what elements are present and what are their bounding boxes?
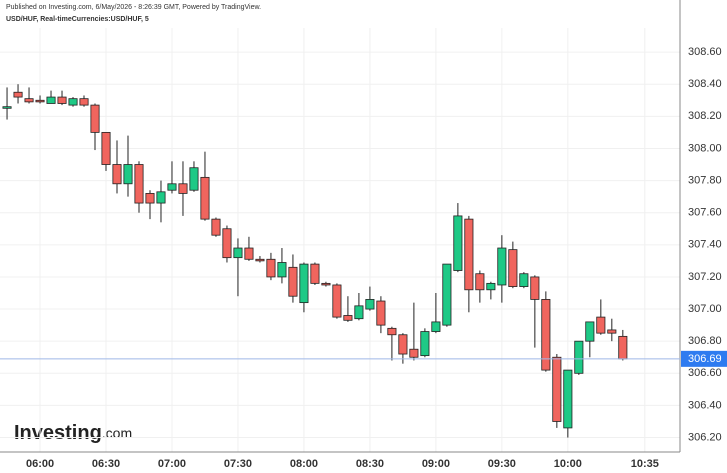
candle-body (123, 164, 133, 185)
candle-body (112, 164, 122, 185)
y-tick-label: 306.20 (688, 431, 722, 443)
candle-body (607, 329, 617, 334)
candle-body (13, 91, 23, 98)
x-tick-label: 06:00 (26, 458, 54, 470)
candle-body (519, 273, 529, 287)
candle-body (574, 340, 584, 374)
candle-body (343, 315, 353, 321)
candle-body (310, 263, 320, 284)
y-tick-label: 306.80 (688, 335, 722, 347)
candle-body (233, 247, 243, 259)
y-tick-label: 308.60 (688, 46, 722, 58)
y-tick-label: 306.40 (688, 399, 722, 411)
x-tick-label: 09:30 (488, 458, 516, 470)
x-tick-label: 10:35 (631, 458, 659, 470)
candle-body (90, 104, 100, 133)
candle-body (585, 321, 595, 342)
candle-body (35, 99, 45, 103)
candle-body (167, 183, 177, 191)
candle-body (134, 164, 144, 204)
candle-body (178, 183, 188, 194)
candle-body (354, 305, 364, 320)
candle-body (442, 263, 452, 326)
logo-main: Investing (14, 422, 102, 444)
candle-body (486, 282, 496, 291)
candle-body (431, 321, 441, 332)
candle-body (475, 273, 485, 291)
x-tick-label: 10:00 (554, 458, 582, 470)
candle-body (266, 258, 276, 278)
chart-title: USD/HUF, Real-timeCurrencies:USD/HUF, 5 (6, 16, 149, 23)
candle-body (2, 106, 12, 109)
y-tick-label: 307.80 (688, 174, 722, 186)
candle-body (596, 316, 606, 334)
candle-body (387, 327, 397, 336)
header: Published on Investing.com, 6/May/2026 -… (6, 4, 261, 11)
candle-body (79, 98, 89, 106)
y-tick-label: 307.00 (688, 303, 722, 315)
last-price-tag (681, 350, 727, 367)
candle-body (101, 131, 111, 165)
y-tick-label: 308.40 (688, 78, 722, 90)
candle-body (552, 356, 562, 422)
y-tick-label: 307.40 (688, 239, 722, 251)
candle-body (321, 282, 331, 286)
candle-body (376, 300, 386, 326)
candle-body (145, 193, 155, 204)
candle-body (618, 335, 628, 360)
candle-body (277, 262, 287, 278)
y-tick-label: 306.60 (688, 367, 722, 379)
candle-body (398, 334, 408, 355)
candle-body (24, 98, 34, 103)
x-tick-label: 08:00 (290, 458, 318, 470)
candle-body (530, 276, 540, 300)
x-tick-label: 09:00 (422, 458, 450, 470)
candle-body (189, 167, 199, 191)
candle-body (508, 249, 518, 287)
candle-body (57, 96, 67, 104)
candle-body (156, 191, 166, 204)
candle-body (200, 176, 210, 220)
candle-body (288, 266, 298, 297)
y-tick-label: 308.20 (688, 110, 722, 122)
x-tick-label: 08:30 (356, 458, 384, 470)
candle-body (365, 299, 375, 310)
candle-body (563, 369, 573, 429)
candle-body (409, 348, 419, 358)
last-price-label: 306.69 (688, 353, 722, 365)
logo: Investing.com (14, 422, 132, 444)
candle-body (46, 96, 56, 104)
y-tick-label: 307.20 (688, 271, 722, 283)
candle-body (211, 218, 221, 236)
logo-suffix: .com (102, 425, 132, 441)
candle-body (299, 263, 309, 304)
y-tick-label: 307.60 (688, 207, 722, 219)
candle-body (255, 258, 265, 262)
x-tick-label: 06:30 (92, 458, 120, 470)
x-tick-label: 07:30 (224, 458, 252, 470)
candle-body (464, 218, 474, 291)
candle-body (497, 247, 507, 286)
candle-body (453, 215, 463, 271)
candle-body (68, 98, 78, 106)
candle-body (222, 228, 232, 259)
y-tick-label: 308.00 (688, 142, 722, 154)
candle-body (420, 331, 430, 357)
candle-body (244, 247, 254, 260)
x-tick-label: 07:00 (158, 458, 186, 470)
candle-body (332, 284, 342, 318)
candle-body (541, 299, 551, 371)
